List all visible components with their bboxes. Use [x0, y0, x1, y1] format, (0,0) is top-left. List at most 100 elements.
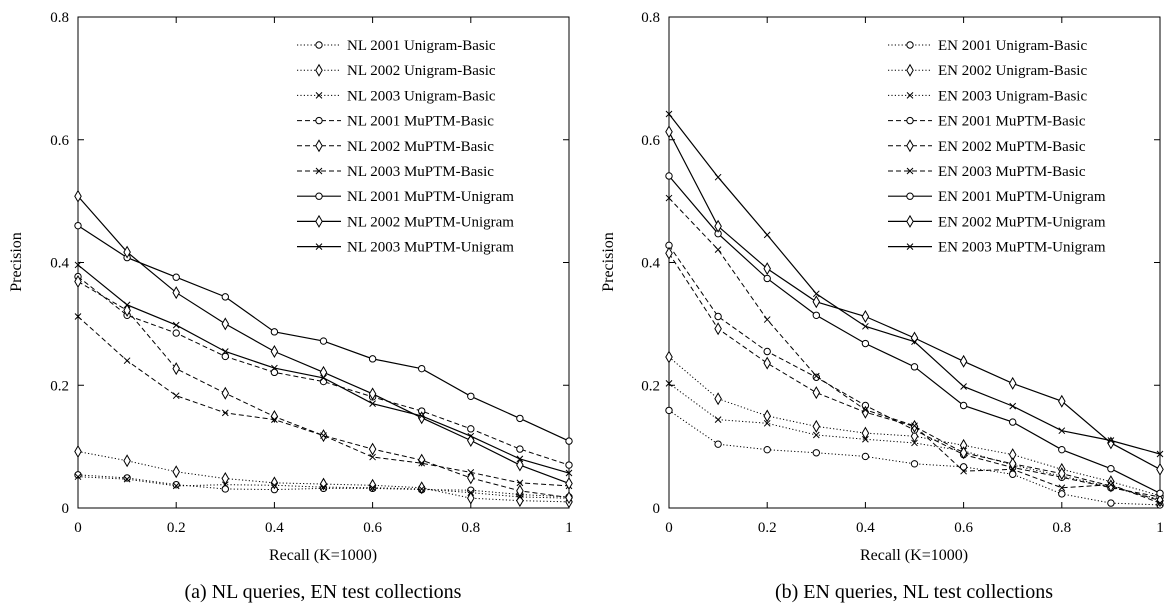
series-line	[77, 451, 570, 503]
data-point	[123, 301, 131, 309]
data-point	[1156, 450, 1164, 458]
legend-item: NL 2002 MuPTM-Unigram	[297, 214, 514, 230]
data-point	[418, 459, 426, 467]
data-point	[714, 392, 722, 406]
data-point	[1156, 462, 1164, 476]
axis-ticks: 0 0.2 0.4 0.6 0.8 0 0.2 0.4 0.6 0.8 1	[641, 10, 1164, 536]
data-point	[665, 125, 673, 139]
data-point	[467, 425, 475, 433]
x-axis-label: Recall (K=1000)	[269, 547, 377, 564]
data-point	[861, 310, 870, 324]
data-point	[665, 172, 673, 180]
x-tick-label: 0.6	[363, 520, 382, 536]
data-point	[467, 432, 475, 440]
legend-marker	[906, 63, 914, 77]
data-point	[221, 409, 229, 417]
y-axis-label: Precision	[600, 232, 617, 292]
data-point	[911, 439, 918, 447]
legend-item: EN 2001 MuPTM-Unigram	[888, 189, 1106, 205]
panel-caption: (a) NL queries, EN test collections	[185, 581, 462, 603]
legend-label: NL 2002 Unigram-Basic	[347, 63, 496, 79]
data-point	[172, 321, 180, 329]
series-line	[77, 316, 570, 487]
data-point	[911, 338, 918, 346]
data-point	[812, 419, 821, 433]
y-tick-label: 0	[653, 501, 661, 517]
series-8	[74, 189, 573, 490]
legend-label: EN 2002 MuPTM-Basic	[938, 139, 1086, 155]
legend-label: EN 2002 Unigram-Basic	[938, 63, 1087, 79]
data-point	[319, 477, 328, 491]
data-point	[763, 231, 771, 239]
legend-marker	[906, 214, 914, 228]
x-tick-label: 1	[565, 520, 573, 536]
legend-marker	[315, 214, 323, 228]
series-line	[77, 281, 570, 499]
data-point	[565, 469, 573, 477]
series-2	[74, 445, 573, 509]
legend-item: NL 2002 Unigram-Basic	[297, 63, 496, 79]
data-point	[369, 400, 376, 408]
data-point	[369, 453, 376, 461]
data-point	[74, 473, 82, 481]
data-point	[812, 295, 821, 309]
legend-item: EN 2001 MuPTM-Basic	[888, 114, 1086, 130]
data-point	[1156, 494, 1164, 508]
data-point	[467, 491, 475, 505]
legend-marker	[315, 243, 323, 250]
panel-caption: (b) EN queries, NL test collections	[775, 581, 1053, 603]
data-point	[320, 483, 327, 491]
data-point	[862, 322, 869, 330]
legend-marker	[315, 63, 323, 77]
legend-item: EN 2002 MuPTM-Basic	[888, 139, 1086, 155]
series-layer	[74, 189, 573, 509]
data-point	[1058, 427, 1066, 435]
data-point	[271, 416, 278, 423]
data-point	[763, 347, 771, 356]
x-tick-label: 0	[74, 520, 82, 536]
data-point	[74, 313, 82, 320]
data-point	[516, 414, 524, 423]
data-point	[1058, 394, 1066, 408]
data-point	[467, 469, 475, 476]
data-point	[467, 489, 475, 497]
data-point	[467, 471, 475, 485]
data-point	[1058, 490, 1066, 498]
data-point	[172, 465, 180, 479]
data-point	[763, 274, 771, 283]
legend-marker	[315, 92, 323, 99]
data-point	[665, 406, 673, 415]
data-point	[74, 275, 82, 289]
data-point	[910, 429, 919, 443]
legend-marker	[906, 167, 914, 175]
data-point	[221, 352, 230, 361]
data-point	[1156, 489, 1164, 497]
x-tick-label: 0.8	[461, 520, 480, 536]
data-point	[714, 312, 722, 321]
data-point	[172, 286, 180, 300]
data-point	[516, 445, 524, 453]
data-point	[123, 357, 131, 365]
data-point	[319, 337, 328, 345]
data-point	[320, 432, 327, 439]
x-tick-label: 0.6	[954, 520, 973, 536]
data-point	[1107, 465, 1115, 473]
data-point	[763, 316, 771, 323]
y-tick-label: 0.2	[50, 378, 69, 394]
legend-label: EN 2001 MuPTM-Unigram	[938, 189, 1106, 205]
data-point	[714, 246, 722, 253]
data-point	[812, 373, 820, 381]
series-5	[74, 275, 573, 505]
data-point	[516, 484, 524, 498]
legend-label: EN 2001 Unigram-Basic	[938, 38, 1087, 54]
legend-label: NL 2002 MuPTM-Unigram	[347, 214, 514, 230]
data-point	[418, 485, 426, 493]
data-point	[763, 445, 771, 454]
data-point	[910, 460, 919, 468]
legend-label: NL 2001 MuPTM-Basic	[347, 114, 494, 130]
legend-item: NL 2002 MuPTM-Basic	[297, 139, 494, 155]
data-point	[221, 348, 229, 355]
legend-item: EN 2002 MuPTM-Unigram	[888, 214, 1106, 230]
legend-label: NL 2002 MuPTM-Basic	[347, 139, 494, 155]
legend-item: NL 2001 MuPTM-Basic	[297, 114, 494, 130]
